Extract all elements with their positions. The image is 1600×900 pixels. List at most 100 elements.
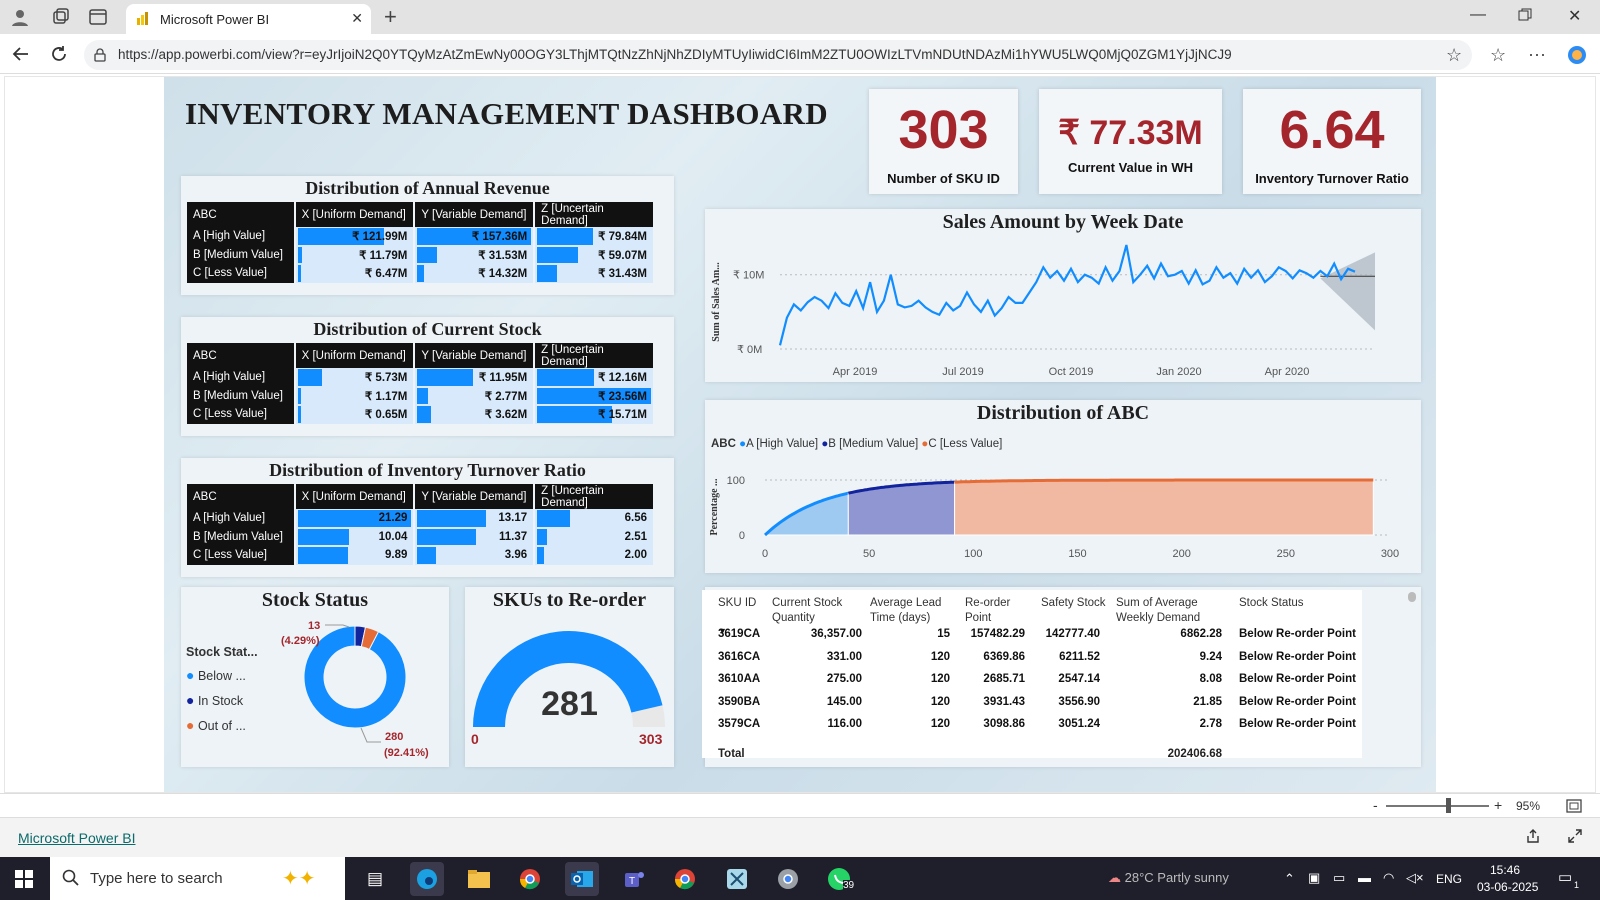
tab-power-bi[interactable]: Microsoft Power BI ✕: [126, 4, 371, 34]
matrix-cell[interactable]: ₹ 15.71M: [534, 405, 655, 424]
site-info-icon[interactable]: [93, 48, 107, 67]
matrix-cell[interactable]: 13.17: [414, 509, 536, 528]
matrix-cell[interactable]: ₹ 121.99M: [294, 227, 416, 246]
tab-actions-icon[interactable]: [89, 8, 107, 31]
matrix-column-header[interactable]: Y [Variable Demand]: [414, 202, 536, 227]
clock-date[interactable]: 03-06-2025: [1477, 880, 1539, 894]
matrix-cell[interactable]: 9.89: [294, 546, 416, 565]
legend-item-in-stock[interactable]: ● In Stock: [186, 692, 243, 708]
edge-icon[interactable]: [410, 862, 444, 896]
chrome-profile-icon[interactable]: [668, 862, 702, 896]
gauge-fill[interactable]: [473, 631, 663, 727]
matrix-row-header[interactable]: A [High Value]: [187, 509, 296, 528]
refresh-icon[interactable]: [50, 45, 68, 68]
notifications-icon[interactable]: ▭: [1558, 869, 1573, 886]
zoom-slider-thumb[interactable]: [1445, 798, 1451, 813]
matrix-column-header[interactable]: Y [Variable Demand]: [414, 484, 536, 509]
legend-item-out-of-stock[interactable]: ● Out of ...: [186, 717, 246, 733]
chrome-app-icon[interactable]: [771, 862, 805, 896]
powerbi-link[interactable]: Microsoft Power BI: [18, 830, 136, 846]
column-header-lead-time[interactable]: Average Lead Time (days): [870, 597, 942, 624]
language-indicator[interactable]: ENG: [1436, 872, 1463, 886]
table-row[interactable]: 3579CA 116.00 120 3098.86 3051.24 2.78 Below R…: [702, 714, 1362, 736]
matrix-cell[interactable]: 2.00: [534, 546, 655, 565]
volume-muted-icon[interactable]: ◁×: [1406, 870, 1424, 885]
wifi-icon[interactable]: ◠: [1383, 870, 1395, 885]
matrix-column-header[interactable]: X [Uniform Demand]: [294, 343, 416, 368]
column-header-reorder-point[interactable]: Re-order Point: [965, 597, 1011, 624]
matrix-column-header[interactable]: Z [Uncertain Demand]: [534, 202, 655, 227]
copilot-icon[interactable]: [1566, 44, 1588, 71]
clock-time[interactable]: 15:46: [1490, 863, 1521, 877]
matrix-cell[interactable]: ₹ 59.07M: [534, 245, 655, 264]
table-row[interactable]: 3610AA 275.00 120 2685.71 2547.14 8.08 Below R…: [702, 669, 1362, 691]
matrix-row-header[interactable]: C [Less Value]: [187, 264, 296, 283]
snipping-tool-icon[interactable]: [720, 862, 754, 896]
matrix-row-header[interactable]: C [Less Value]: [187, 405, 296, 424]
table-row[interactable]: 3616CA 331.00 120 6369.86 6211.52 9.24 Below R…: [702, 647, 1362, 669]
matrix-cell[interactable]: ₹ 14.32M: [414, 264, 536, 283]
teams-icon[interactable]: T: [617, 862, 651, 896]
matrix-row-header[interactable]: A [High Value]: [187, 227, 296, 246]
matrix-row-header[interactable]: B [Medium Value]: [187, 527, 296, 546]
matrix-cell[interactable]: ₹ 0.65M: [294, 405, 416, 424]
profile-icon[interactable]: [10, 7, 30, 32]
abc-area-chart[interactable]: 100 0 Percentage ... 0 50 100 150 200 250 300: [705, 455, 1421, 573]
column-header-current-stock[interactable]: Current Stock Quantity: [772, 597, 843, 624]
matrix-cell[interactable]: ₹ 6.47M: [294, 264, 416, 283]
matrix-cell[interactable]: ₹ 157.36M: [414, 227, 536, 246]
legend-item-c[interactable]: ●C [Less Value]: [921, 438, 1002, 450]
matrix-cell[interactable]: 2.51: [534, 527, 655, 546]
windows-start-icon[interactable]: [15, 870, 33, 893]
matrix-column-header[interactable]: X [Uniform Demand]: [294, 484, 416, 509]
column-header-stock-status[interactable]: Stock Status: [1239, 597, 1304, 609]
sort-descending-icon[interactable]: ▼: [718, 626, 727, 636]
url-field[interactable]: [84, 40, 1472, 70]
matrix-cell[interactable]: ₹ 1.17M: [294, 386, 416, 405]
gauge-chart[interactable]: [469, 627, 669, 737]
sales-series-line[interactable]: [778, 244, 1356, 346]
favorites-icon[interactable]: ☆: [1490, 45, 1507, 65]
favorite-star-icon[interactable]: ☆: [1446, 45, 1463, 65]
matrix-column-header[interactable]: Z [Uncertain Demand]: [534, 343, 655, 368]
matrix-row-header[interactable]: A [High Value]: [187, 368, 296, 387]
matrix-cell[interactable]: ₹ 79.84M: [534, 227, 655, 246]
more-menu-icon[interactable]: ···: [1528, 44, 1546, 64]
matrix-row-header[interactable]: B [Medium Value]: [187, 245, 296, 264]
table-row[interactable]: 3619CA 36,357.00 15 157482.29 142777.40 6862.…: [702, 624, 1362, 646]
fit-to-page-icon[interactable]: [1566, 799, 1582, 818]
zoom-in-button[interactable]: +: [1494, 797, 1503, 813]
sales-line-chart[interactable]: ₹ 10M ₹ 0M Sum of Sales Am... Apr 2019 Jul 2…: [705, 237, 1421, 382]
back-icon[interactable]: [12, 45, 30, 68]
chrome-icon[interactable]: [513, 862, 547, 896]
donut-slice-below[interactable]: [303, 625, 407, 729]
donut-chart[interactable]: [291, 617, 441, 767]
zoom-slider[interactable]: [1386, 805, 1489, 807]
matrix-cell[interactable]: ₹ 11.79M: [294, 245, 416, 264]
show-hidden-icons-icon[interactable]: ⌃: [1284, 871, 1295, 886]
donut-slice-out-of-stock[interactable]: [360, 626, 380, 651]
table-scrollbar[interactable]: [1408, 592, 1416, 602]
matrix-cell[interactable]: ₹ 2.77M: [414, 386, 536, 405]
minimize-button[interactable]: —: [1470, 6, 1486, 23]
workspaces-icon[interactable]: [52, 8, 70, 31]
legend-item-b[interactable]: ●B [Medium Value]: [821, 438, 918, 450]
matrix-column-header[interactable]: ABC: [187, 484, 296, 509]
matrix-cell[interactable]: ₹ 5.73M: [294, 368, 416, 387]
legend-item-below[interactable]: ● Below ...: [186, 667, 246, 683]
matrix-column-header[interactable]: Z [Uncertain Demand]: [534, 484, 655, 509]
table-row[interactable]: 3590BA 145.00 120 3931.43 3556.90 21.85 Below …: [702, 692, 1362, 714]
column-header-weekly-demand[interactable]: Sum of Average Weekly Demand: [1116, 597, 1201, 624]
matrix-column-header[interactable]: Y [Variable Demand]: [414, 343, 536, 368]
meet-now-icon[interactable]: ▣: [1308, 870, 1321, 885]
matrix-column-header[interactable]: ABC: [187, 202, 296, 227]
tab-close-button[interactable]: ✕: [351, 10, 363, 26]
legend-item-a[interactable]: ●A [High Value]: [739, 438, 818, 450]
taskbar-search-input[interactable]: [50, 857, 345, 900]
column-header-sku-id[interactable]: SKU ID: [718, 597, 757, 609]
matrix-cell[interactable]: ₹ 12.16M: [534, 368, 655, 387]
matrix-cell[interactable]: 21.29: [294, 509, 416, 528]
matrix-cell[interactable]: ₹ 3.62M: [414, 405, 536, 424]
matrix-cell[interactable]: 3.96: [414, 546, 536, 565]
matrix-row-header[interactable]: B [Medium Value]: [187, 386, 296, 405]
